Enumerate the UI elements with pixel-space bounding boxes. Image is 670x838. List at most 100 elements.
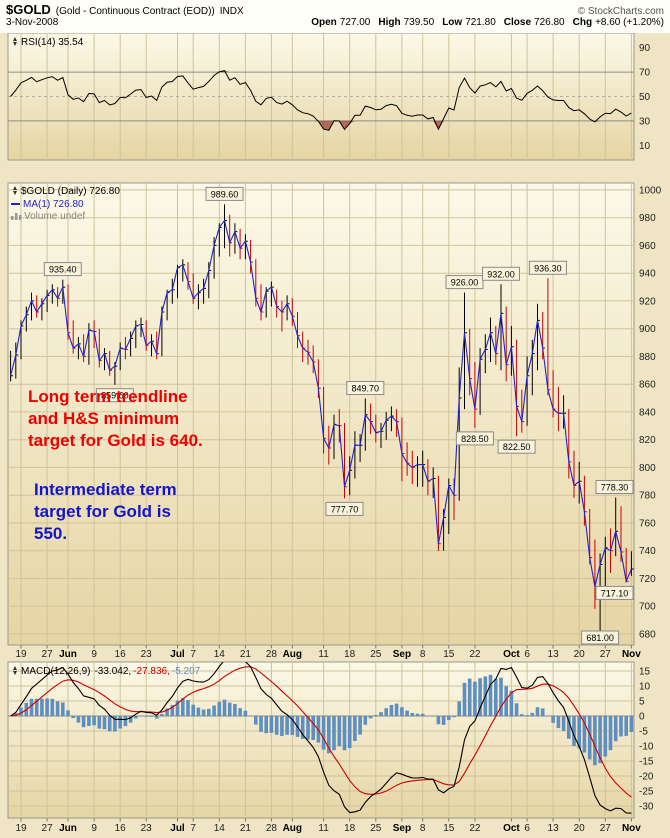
quote-line: Open 727.00 High 739.50 Low 721.80 Close 726… bbox=[303, 17, 664, 28]
price-axis-label: 940 bbox=[639, 269, 656, 280]
macd-axis-label: 15 bbox=[639, 667, 651, 678]
x-axis-label: 25 bbox=[370, 649, 382, 660]
volume-icon bbox=[11, 212, 22, 224]
price-legend-label: $GOLD (Daily) 726.80 bbox=[21, 186, 120, 197]
chart-header: $GOLD (Gold - Continuous Contract (EOD))… bbox=[0, 0, 670, 33]
x-axis-label: Oct bbox=[503, 649, 520, 660]
x-axis-label: 21 bbox=[240, 823, 252, 834]
quote-high-label: High bbox=[378, 17, 401, 28]
x-axis-label: 20 bbox=[574, 823, 586, 834]
indicator-arrows-icon bbox=[11, 666, 19, 679]
rsi-axis-label: 50 bbox=[639, 92, 651, 103]
price-axis-label: 880 bbox=[639, 352, 656, 363]
macd-axis-label: 5 bbox=[639, 697, 645, 708]
ma-legend-label: MA(1) 726.80 bbox=[23, 199, 84, 210]
x-axis-label: 15 bbox=[443, 649, 455, 660]
x-axis-label: 27 bbox=[600, 823, 612, 834]
rsi-legend: RSI(14) 35.54 bbox=[11, 37, 83, 50]
svg-text:989.60: 989.60 bbox=[211, 189, 239, 199]
svg-text:936.30: 936.30 bbox=[534, 263, 562, 273]
x-axis-label: Jul bbox=[170, 649, 185, 660]
price-legend: $GOLD (Daily) 726.80 MA(1) 726.80 Volume… bbox=[11, 186, 120, 224]
price-axis-label: 740 bbox=[639, 546, 656, 557]
macd-axis-label: -10 bbox=[639, 742, 654, 753]
svg-text:777.70: 777.70 bbox=[331, 504, 359, 514]
price-flag: 859.60 bbox=[95, 388, 134, 403]
annotation-target-640: Long term trendline and H&S minimum targ… bbox=[28, 386, 203, 452]
x-axis-label: 16 bbox=[115, 823, 127, 834]
price-flag: 822.50 bbox=[497, 439, 536, 454]
x-axis-label: 20 bbox=[574, 649, 586, 660]
x-axis-label: Nov bbox=[622, 823, 641, 834]
macd-histogram bbox=[8, 674, 634, 766]
x-axis-label: 19 bbox=[15, 823, 27, 834]
price-flag: 849.70 bbox=[346, 381, 385, 395]
x-axis-label: Jun bbox=[59, 649, 77, 660]
price-axis-label: 820 bbox=[639, 435, 656, 446]
svg-text:849.70: 849.70 bbox=[352, 384, 380, 394]
price-axis-label: 720 bbox=[639, 574, 656, 585]
macd-axis-label: 10 bbox=[639, 682, 651, 693]
price-axis-label: 760 bbox=[639, 518, 656, 529]
annotation-line: Long term trendline bbox=[28, 387, 188, 406]
x-axis-label: 13 bbox=[548, 823, 560, 834]
rsi-line bbox=[10, 70, 632, 131]
copyright: © StockCharts.com bbox=[577, 6, 664, 17]
macd-axis-label: -30 bbox=[639, 802, 654, 813]
x-axis-label: 7 bbox=[190, 823, 196, 834]
svg-text:681.00: 681.00 bbox=[586, 633, 614, 643]
macd-signal-line bbox=[10, 666, 632, 798]
quote-close-value: 726.80 bbox=[534, 17, 565, 28]
x-axis-label: 18 bbox=[344, 649, 356, 660]
svg-text:859.60: 859.60 bbox=[101, 391, 129, 401]
rsi-oversold-fill bbox=[10, 120, 632, 131]
price-axis-label: 680 bbox=[639, 629, 656, 640]
x-axis-label: 23 bbox=[141, 823, 153, 834]
x-axis-label: Jul bbox=[170, 823, 185, 834]
price-axis-label: 920 bbox=[639, 296, 656, 307]
x-axis-label: 22 bbox=[469, 823, 481, 834]
x-axis-label: 27 bbox=[600, 649, 612, 660]
x-axis-label: Aug bbox=[283, 823, 302, 834]
macd-line-value: -33.042, bbox=[94, 666, 132, 677]
price-axis-label: 800 bbox=[639, 463, 656, 474]
x-axis-label: 6 bbox=[524, 823, 530, 834]
rsi-legend-label: RSI(14) 35.54 bbox=[21, 37, 84, 48]
price-flag: 681.00 bbox=[581, 630, 620, 645]
macd-legend-label: MACD(12,26,9) bbox=[21, 666, 91, 677]
price-flag: 777.70 bbox=[325, 501, 364, 516]
price-flag: 778.30 bbox=[595, 480, 634, 494]
macd-legend: MACD(12,26,9) -33.042, -27.836, -5.207 bbox=[11, 666, 200, 679]
x-axis-label: 23 bbox=[141, 649, 153, 660]
price-axis-label: 900 bbox=[639, 324, 656, 335]
annotation-line: target for Gold is bbox=[34, 502, 171, 521]
ma-line-swatch bbox=[11, 203, 20, 206]
macd-axis-label: -25 bbox=[639, 787, 654, 798]
x-axis-label: 13 bbox=[548, 649, 560, 660]
quote-open-label: Open bbox=[311, 17, 337, 28]
indicator-arrows-icon bbox=[11, 186, 19, 199]
x-axis-label: 16 bbox=[115, 649, 127, 660]
svg-text:926.00: 926.00 bbox=[451, 278, 479, 288]
macd-axis-label: -5 bbox=[639, 727, 648, 738]
x-axis-label: 9 bbox=[91, 823, 97, 834]
x-axis-labels: 19 19 27 27 Jun Jun 9 9 16 16 23 23 Jul Jul 7 7 14 14 21 21… bbox=[15, 649, 641, 834]
x-axis-label: 8 bbox=[420, 649, 426, 660]
x-axis-label: 11 bbox=[318, 649, 329, 660]
ticker-symbol: $GOLD bbox=[6, 2, 51, 17]
price-flag: 717.10 bbox=[595, 585, 634, 600]
quote-low-label: Low bbox=[442, 17, 463, 28]
ma-line bbox=[10, 219, 632, 587]
x-axis-label: 19 bbox=[15, 649, 27, 660]
x-axis-label: 28 bbox=[266, 649, 278, 660]
price-flag: 932.00 bbox=[482, 266, 520, 281]
x-axis-label: Oct bbox=[503, 823, 520, 834]
macd-panel bbox=[7, 661, 635, 819]
x-axis-label: 6 bbox=[524, 649, 530, 660]
quote-chg-label: Chg bbox=[572, 17, 593, 28]
x-axis-label: 11 bbox=[318, 823, 329, 834]
annotation-target-550: Intermediate term target for Gold is 550… bbox=[34, 479, 177, 545]
price-flag: 926.00 bbox=[445, 275, 484, 290]
x-axis-label: 18 bbox=[344, 823, 356, 834]
